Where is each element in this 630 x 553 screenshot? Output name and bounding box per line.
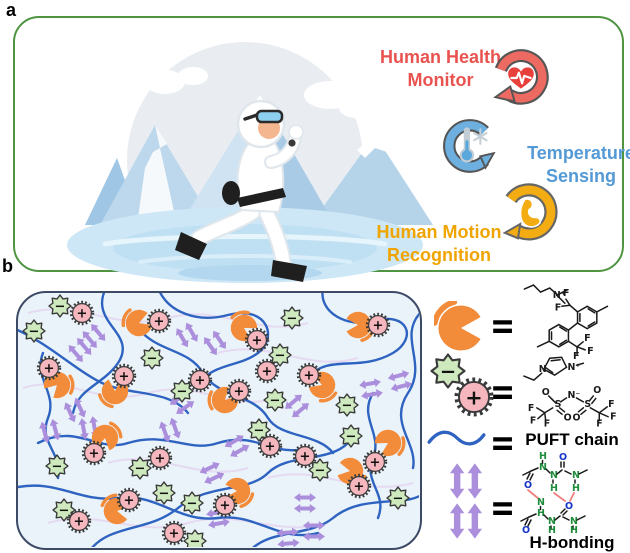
svg-text:O: O [559,452,567,463]
h-bond-legend-symbol [449,503,483,539]
equals-sign: = [490,486,516,531]
heartbeat-cycle-icon [493,49,549,105]
wrist-watch [288,139,296,147]
svg-text:O: O [542,387,550,398]
pacman-legend-symbol [434,301,488,355]
svg-text:F: F [610,412,616,423]
svg-text:N: N [550,470,558,481]
legend: = N⁺ F F [426,283,630,553]
belt [237,188,286,207]
svg-text:F: F [596,419,602,427]
svg-text:N⁻: N⁻ [568,390,581,401]
panel-b-label: b [2,256,13,276]
health-monitor-label: Human Health Monitor [379,47,502,91]
equals-sign: = [490,421,516,466]
svg-text:N: N [548,516,556,527]
svg-text:H: H [537,508,545,519]
svg-text:N: N [539,462,547,473]
ionic-liquid-structure: N N⁺ N⁻ S S O O O O [523,356,617,427]
ecg-line [510,71,532,85]
svg-text:F: F [555,302,562,313]
h-bond-legend-symbol [449,463,483,499]
svg-text:H: H [539,451,547,462]
glove [288,124,304,140]
svg-text:H: H [570,525,578,533]
top-urea-fragment: O N H N H O N H [522,451,588,494]
svg-text:O: O [522,525,530,533]
bicep-icon [519,198,542,228]
hip-pouch [222,181,240,205]
rear-boot [175,232,207,260]
svg-text:H: H [572,483,580,494]
snow-runner-illustration [67,42,433,283]
goggles [255,109,284,124]
svg-text:F: F [544,419,550,427]
h-bonding-structure: O N H N H O N H O [520,451,588,533]
imidazolium-ring [542,356,568,376]
svg-text:O: O [565,501,573,512]
svg-text:F: F [587,346,594,357]
bottom-urea-fragment: O H N N N H N H [520,497,586,533]
equals-sign: = [490,304,516,349]
svg-text:S: S [584,399,591,410]
svg-text:F: F [584,333,591,344]
bicep-cycle-icon [502,183,558,241]
svg-text:O: O [593,385,601,396]
front-boot [271,260,307,282]
svg-text:N: N [537,497,545,508]
panel-a-frame: Human Health Monitor Temperature Sensing… [13,16,630,283]
svg-text:N⁺: N⁺ [568,362,581,373]
svg-text:N⁺: N⁺ [553,290,566,301]
svg-text:N: N [570,516,578,527]
svg-text:S: S [555,399,562,410]
thermometer-icon [459,127,475,163]
crosslinker-structure: N⁺ F F F [523,284,609,359]
svg-text:O: O [564,413,572,424]
hydrogel-network-frame: − + [16,291,422,550]
svg-text:F: F [608,399,614,410]
hydrogel-network-diagram: − + [18,293,420,548]
svg-text:N: N [572,470,580,481]
svg-text:F: F [530,416,536,427]
bottom-ring [548,323,570,348]
temperature-sensing-label: Temperature Sensing [527,143,630,187]
svg-text:H: H [550,483,558,494]
motion-recognition-label: Human Motion Recognition [376,222,502,266]
puft-chain-label: PUFT chain [525,430,619,449]
polymer-chain-legend-symbol [427,430,486,446]
svg-text:N: N [539,364,547,375]
svg-text:F: F [563,288,570,299]
svg-text:O: O [524,480,532,491]
clouds [145,67,375,118]
runner [175,99,307,282]
svg-text:H: H [548,525,556,533]
svg-text:F: F [573,351,580,359]
thermometer-cycle-icon [443,119,496,173]
h-bonding-label: H-bonding [529,533,615,552]
svg-text:O: O [573,413,581,424]
tfsi-anion: N⁻ S S O O O O F [528,385,617,427]
top-ring [576,305,598,330]
panel-a-label: a [6,0,17,20]
snowflake-icon [473,128,488,145]
equals-sign: = [490,370,516,415]
svg-text:F: F [528,403,534,414]
